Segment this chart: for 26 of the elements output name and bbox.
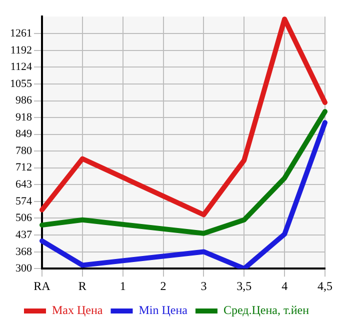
x-tick-label: 2 [160, 278, 166, 293]
x-tick-label: 4,5 [318, 278, 332, 293]
y-tick-label: 918 [16, 111, 32, 124]
y-tick-label: 849 [16, 128, 32, 140]
y-tick-label: 368 [16, 246, 32, 258]
x-tick-label: 4 [282, 278, 288, 293]
x-tick-label: RA [34, 278, 51, 293]
y-tick-label: 506 [16, 212, 32, 224]
legend-label: Min Цена [138, 303, 188, 318]
x-tick-label: 1 [120, 278, 126, 293]
y-tick-label: 986 [16, 94, 32, 107]
y-tick-label: 1124 [10, 60, 32, 73]
legend-label: Сред.Цена, т.йен [223, 303, 310, 318]
y-tick-label: 1261 [10, 27, 32, 40]
y-tick-label: 1192 [10, 44, 32, 56]
y-tick-label: 643 [16, 178, 32, 191]
x-tick-label: R [78, 278, 86, 293]
y-tick-label: 437 [16, 228, 32, 241]
x-tick-label: 3,5 [236, 278, 252, 293]
legend-label: Max Цена [52, 303, 104, 318]
y-tick-label: 780 [16, 145, 32, 158]
y-tick-label: 1055 [10, 78, 32, 90]
y-tick-label: 712 [16, 162, 32, 174]
y-tick-label: 574 [16, 195, 32, 208]
y-tick-label: 300 [16, 262, 32, 274]
x-tick-label: 3 [200, 278, 207, 293]
